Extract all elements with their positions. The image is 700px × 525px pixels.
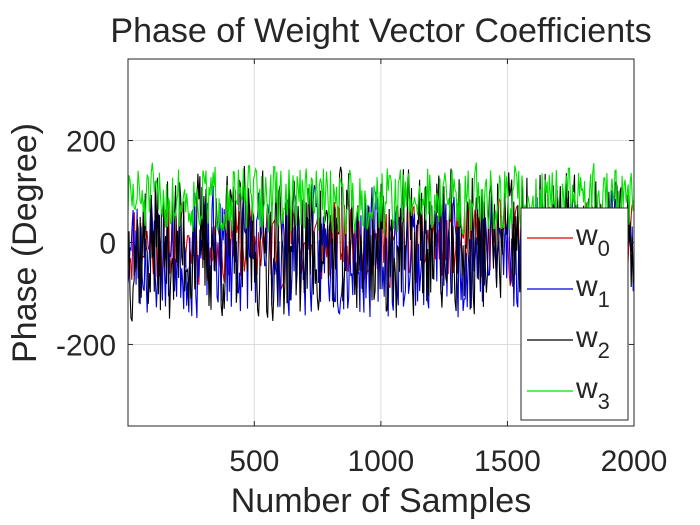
legend-box	[520, 207, 629, 421]
x-tick-label: 2000	[601, 445, 668, 478]
axis-ticks: 500 1000 1500 2000 -200 0 200	[56, 59, 667, 478]
y-axis-label: Phase (Degree)	[6, 123, 44, 363]
y-tick-label: -200	[56, 329, 116, 362]
y-tick-label: 0	[99, 228, 116, 261]
chart-title: Phase of Weight Vector Coefficients	[110, 12, 651, 50]
x-axis-label: Number of Samples	[231, 482, 531, 520]
x-tick-label: 500	[229, 445, 279, 478]
series-line-w3	[128, 162, 634, 235]
x-tick-label: 1000	[347, 445, 414, 478]
x-tick-label: 1500	[474, 445, 541, 478]
y-tick-label: 200	[66, 126, 116, 159]
